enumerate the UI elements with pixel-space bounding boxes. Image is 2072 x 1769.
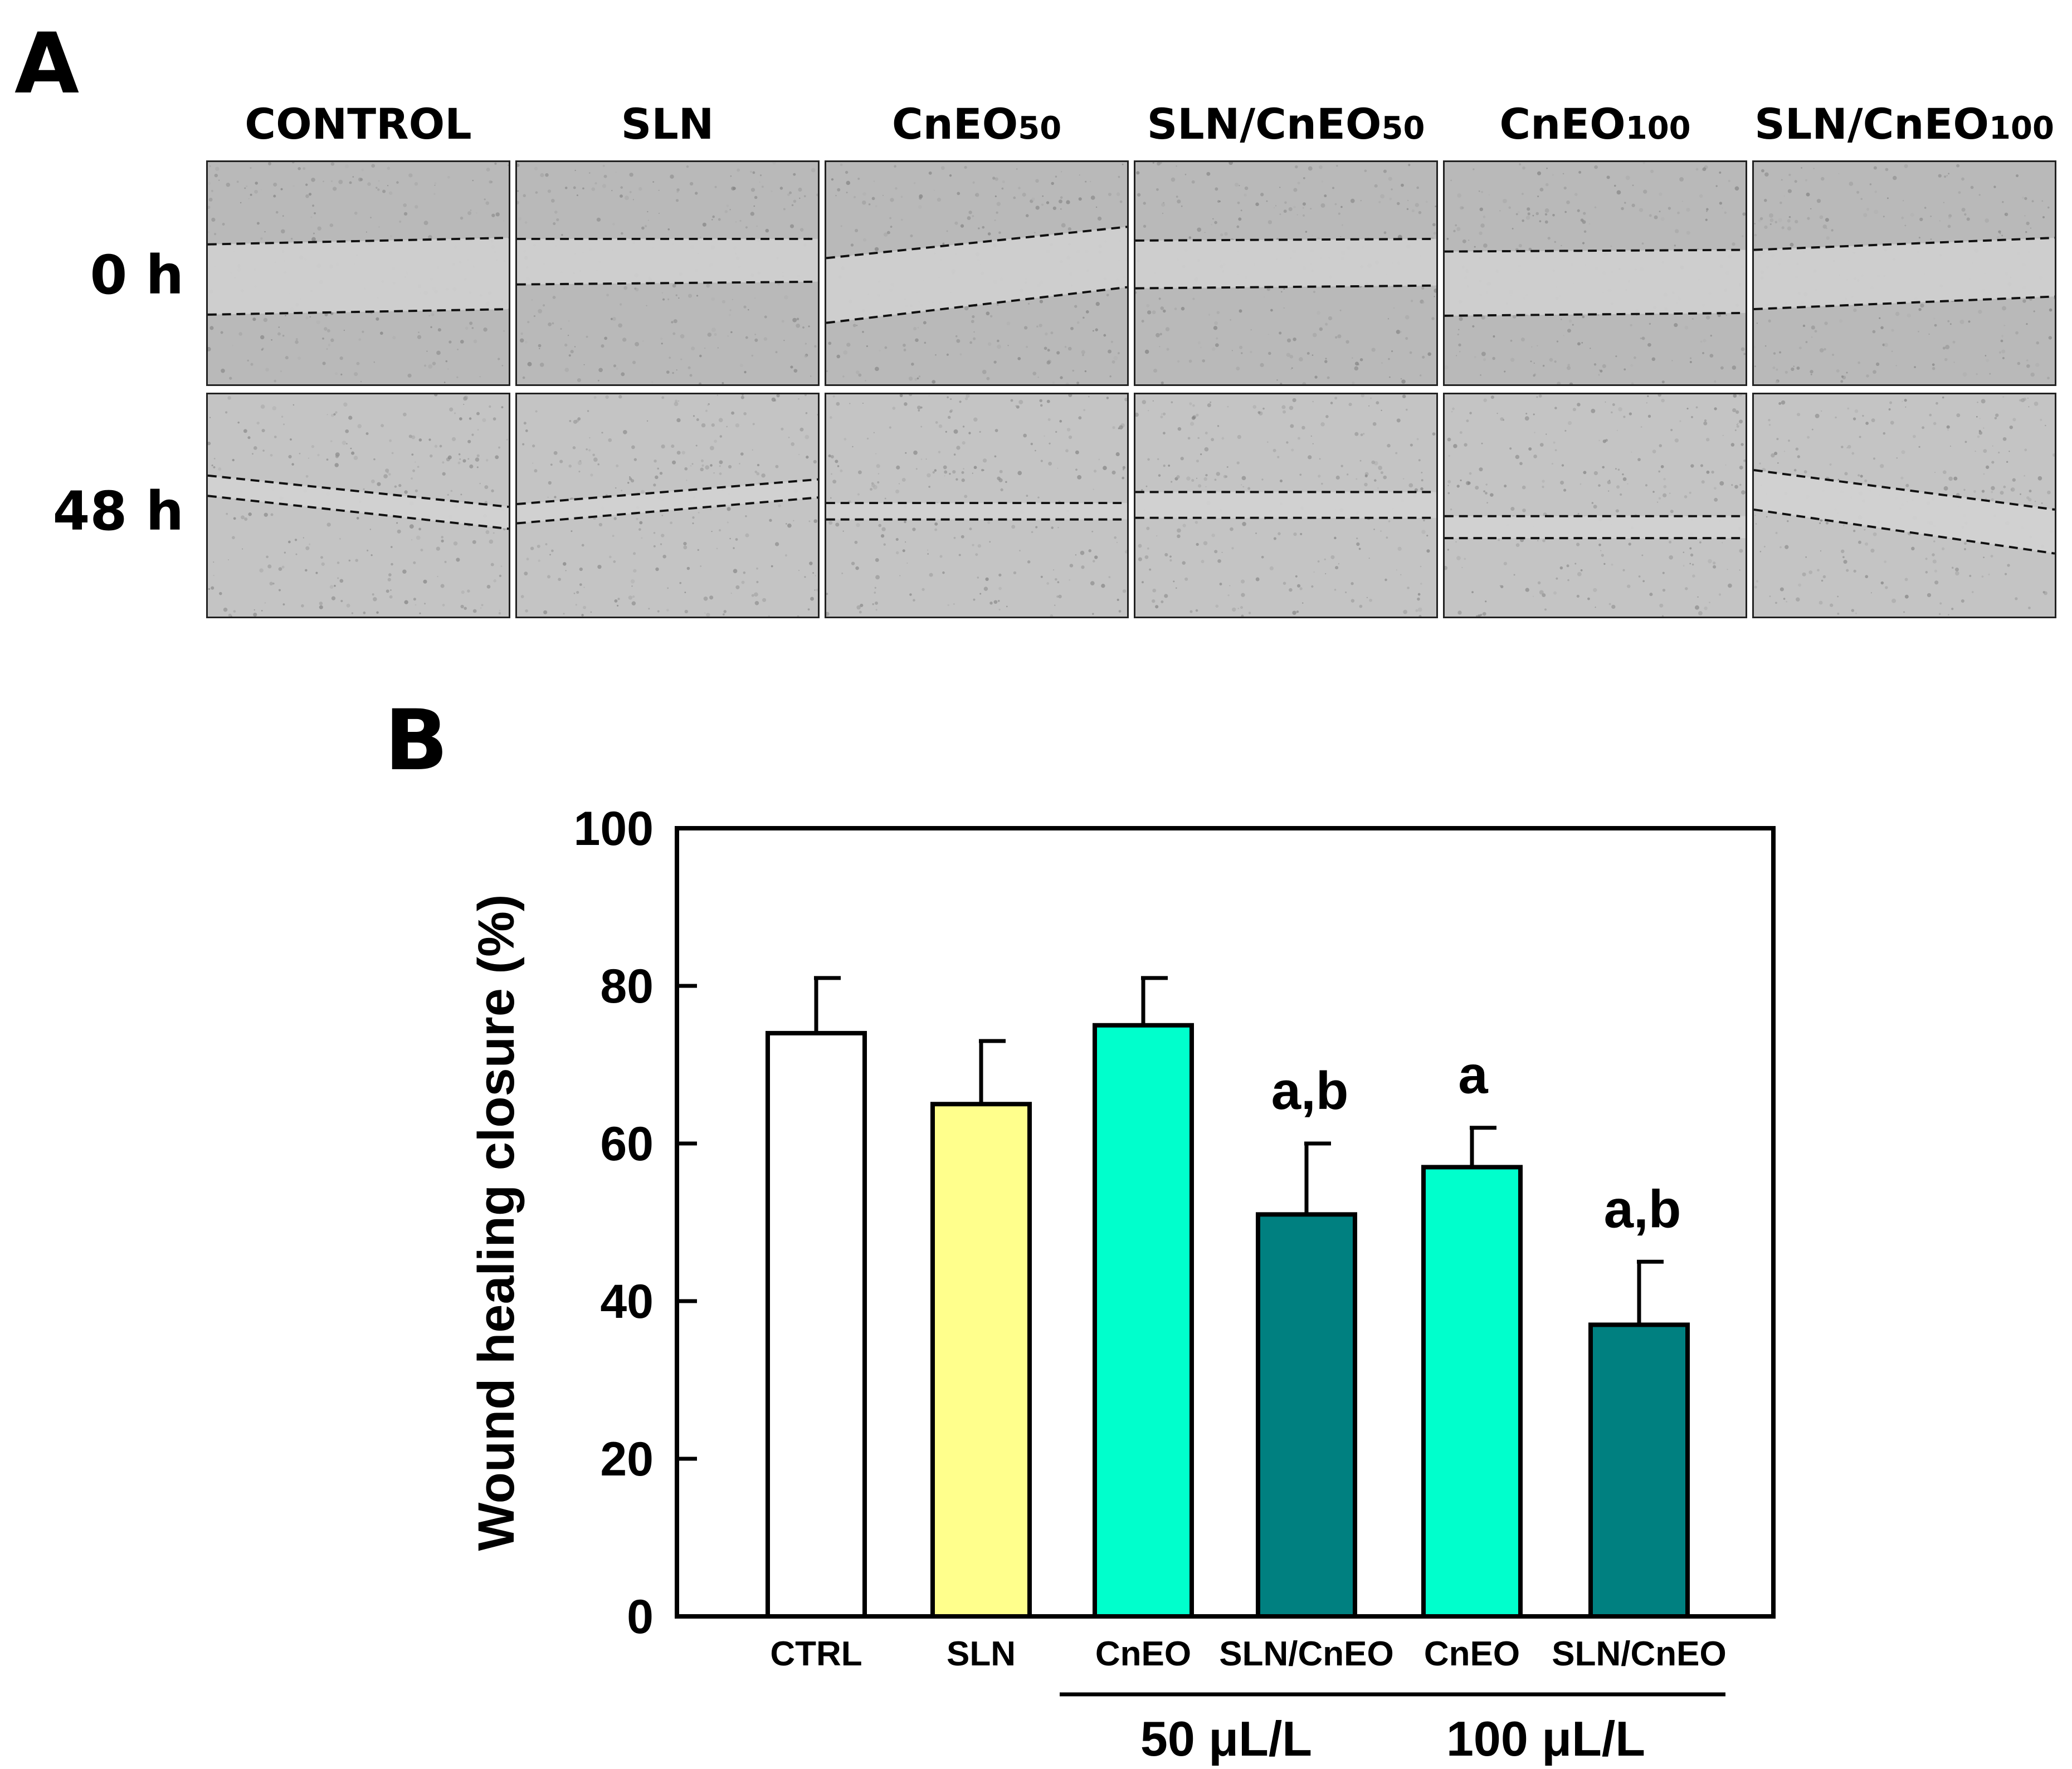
column-label-main: CnEO bbox=[891, 99, 1018, 149]
micrograph-48h-5 bbox=[1752, 393, 2056, 618]
column-label-sub: 100 bbox=[1625, 110, 1691, 146]
plot-frame bbox=[675, 826, 1776, 1619]
significance-annotation-4: a bbox=[1458, 1045, 1488, 1105]
y-tick-label: 20 bbox=[600, 1433, 654, 1486]
column-label-sub: 50 bbox=[1018, 110, 1062, 146]
column-label-1: SLN bbox=[515, 99, 820, 149]
micrograph-0h-1 bbox=[515, 160, 820, 386]
column-label-4: CnEO100 bbox=[1443, 99, 1747, 149]
column-label-sub: 50 bbox=[1381, 110, 1425, 146]
column-label-5: SLN/CnEO100 bbox=[1752, 99, 2056, 149]
column-label-main: SLN/CnEO bbox=[1754, 99, 1990, 149]
micrograph-0h-2 bbox=[825, 160, 1129, 386]
x-tick-label-1: SLN bbox=[947, 1635, 1016, 1673]
bar-1 bbox=[930, 1102, 1032, 1619]
bar-0 bbox=[766, 1030, 867, 1619]
y-tick-label: 0 bbox=[627, 1590, 654, 1644]
micrograph-0h-3 bbox=[1134, 160, 1438, 386]
micrograph-48h-2 bbox=[825, 393, 1129, 618]
bar-5 bbox=[1588, 1322, 1690, 1619]
panel-b-letter: B bbox=[384, 692, 448, 789]
column-label-3: SLN/CnEO50 bbox=[1134, 99, 1438, 149]
group-label-0: 50 μL/L bbox=[1140, 1711, 1312, 1766]
micrograph-48h-0 bbox=[206, 393, 510, 618]
x-tick-label-4: CnEO bbox=[1424, 1635, 1520, 1673]
significance-annotation-5: a,b bbox=[1604, 1179, 1681, 1239]
bar-4 bbox=[1421, 1165, 1523, 1619]
group-label-1: 100 μL/L bbox=[1446, 1711, 1645, 1766]
y-tick-label: 100 bbox=[574, 802, 654, 856]
micrograph-48h-3 bbox=[1134, 393, 1438, 618]
row-label-48h: 48 h bbox=[52, 480, 184, 543]
column-label-sub: 100 bbox=[1989, 110, 2054, 146]
column-label-main: SLN/CnEO bbox=[1147, 99, 1382, 149]
x-tick-label-0: CTRL bbox=[770, 1635, 862, 1673]
y-axis-label: Wound healing closure (%) bbox=[468, 894, 525, 1551]
micrograph-0h-4 bbox=[1443, 160, 1747, 386]
micrograph-0h-5 bbox=[1752, 160, 2056, 386]
x-tick-label-2: CnEO bbox=[1095, 1635, 1191, 1673]
y-tick-label: 60 bbox=[600, 1117, 654, 1171]
panel-a-letter: A bbox=[14, 16, 80, 113]
micrograph-48h-4 bbox=[1443, 393, 1747, 618]
row-label-0h: 0 h bbox=[90, 244, 184, 306]
micrograph-0h-0 bbox=[206, 160, 510, 386]
y-tick-label: 80 bbox=[600, 960, 654, 1013]
bar-3 bbox=[1256, 1212, 1357, 1619]
bar-2 bbox=[1093, 1023, 1194, 1619]
significance-annotation-3: a,b bbox=[1271, 1061, 1349, 1121]
column-label-2: CnEO50 bbox=[825, 99, 1129, 149]
column-label-0: CONTROL bbox=[206, 99, 510, 149]
column-label-main: CONTROL bbox=[245, 99, 472, 149]
x-tick-label-3: SLN/CnEO bbox=[1219, 1635, 1393, 1673]
column-label-main: CnEO bbox=[1499, 99, 1626, 149]
y-tick-label: 40 bbox=[600, 1275, 654, 1328]
micrograph-48h-1 bbox=[515, 393, 820, 618]
column-label-main: SLN bbox=[621, 99, 714, 149]
x-tick-label-5: SLN/CnEO bbox=[1552, 1635, 1726, 1673]
